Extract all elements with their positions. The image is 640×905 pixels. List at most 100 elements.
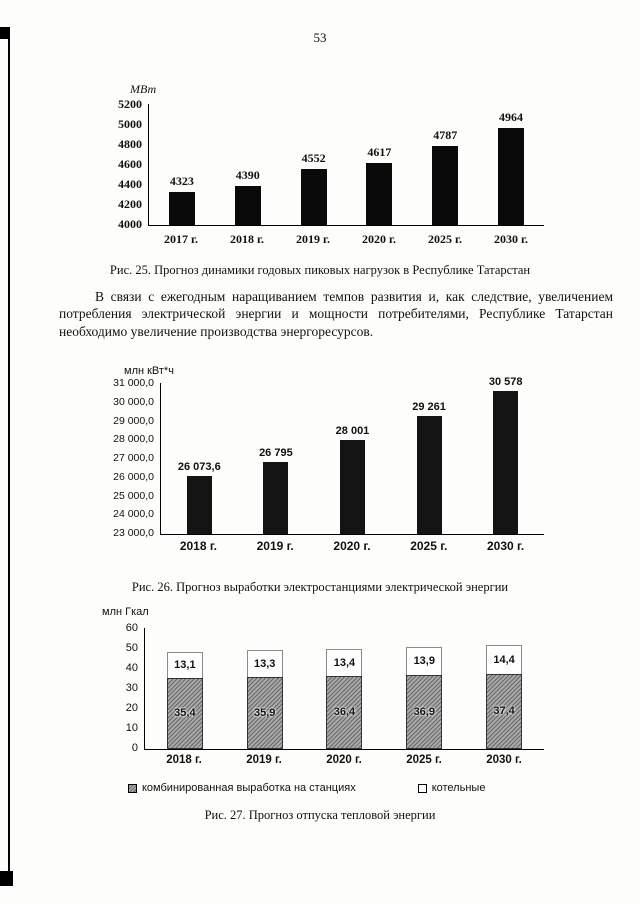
chart3-x-axis: 2018 г. 2019 г. 2020 г. 2025 г. 2030 г. [144,754,544,766]
bar-segment-series1: 36,4 [326,675,363,749]
chart2-caption: Рис. 26. Прогноз выработки электростанци… [131,580,509,594]
bar-slot: 13,4 36,4 [305,628,385,749]
bar-value-label: 28 001 [335,424,370,437]
chart3-legend: комбинированная выработка на станциях ко… [128,782,485,794]
bar-slot: 4964 [478,104,544,225]
y-axis-tick-label: 28 000,0 [113,433,154,446]
chart-electricity-output: млн кВт*ч 31 000,0 30 000,0 29 000,0 28 000… [110,365,544,565]
bar-slot: 4552 [281,104,347,225]
x-axis-category-label: 2025 г. [410,539,448,553]
bar-slot: 29 261 [391,383,468,534]
x-axis-category-label: 2030 г. [487,539,525,553]
chart3-bars: 13,1 35,4 13,3 35,9 13,4 36,4 13,9 36,9 14,4 37,4 [144,628,544,750]
legend-item-boilers: котельные [417,782,485,794]
x-axis-category-label: 2025 г. [406,754,442,766]
chart2-bars: 26 073,6 26 795 28 001 29 261 30 578 [160,376,544,535]
bar-slot: 4617 [346,104,412,225]
y-axis-tick-label: 31 000,0 [113,377,154,389]
y-axis-tick-label: 4200 [118,197,142,211]
chart2-y-axis-unit-label: млн кВт*ч [124,365,174,377]
bar-slot: 13,9 36,9 [384,628,464,749]
bar: 4787 [432,128,459,225]
x-axis-category-label: 2018 г. [179,539,217,553]
bar-slot: 4390 [215,104,281,225]
bar-segment-series1: 35,4 [166,677,203,749]
y-axis-tick-label: 5000 [118,117,142,131]
legend-hatched-swatch-icon [128,783,137,793]
chart1-x-axis: 2017 г. 2018 г. 2019 г. 2020 г. 2025 г. 2030 … [148,232,544,247]
bar-segment-series1: 36,9 [406,674,443,749]
y-axis-tick-label: 40 [125,662,138,674]
bar-value-label: 26 073,6 [177,460,221,473]
bar-segment-series2: 14,4 [486,644,523,674]
legend-label-chp: комбинированная выработка на станциях [142,782,356,794]
stacked-bar: 13,9 36,9 [406,646,443,749]
bar-value-label: 30 578 [488,376,523,389]
bar-segment-value-label: 13,4 [333,656,356,669]
bar-value-label: 4617 [367,144,392,159]
y-axis-tick-label: 20 [125,702,138,714]
bar-slot: 4787 [412,104,478,225]
bar-slot: 26 073,6 [161,383,238,534]
bar-slot: 13,1 35,4 [145,628,225,749]
chart3-plot-area: 60 50 40 30 20 10 0 13,1 35,4 13,3 35,9 13,4 36,4 13… [100,622,544,754]
x-axis-category-label: 2018 г. [229,232,265,246]
bar: 4390 [234,168,261,225]
stacked-bar: 13,1 35,4 [166,651,203,749]
bar-value-label: 4390 [235,167,260,182]
bar-segment-value-label: 36,9 [413,705,435,718]
bar-segment-value-label: 35,4 [174,707,196,720]
bar-segment-series2: 13,9 [406,646,443,675]
stacked-bar: 13,3 35,9 [246,650,283,749]
stacked-bar: 14,4 37,4 [486,644,523,749]
y-axis-tick-label: 5200 [118,97,142,111]
x-axis-category-label: 2020 г. [361,232,397,246]
x-axis-category-label: 2020 г. [326,754,362,766]
chart1-plot-area: 5200 5000 4800 4600 4400 4200 4000 4323 4390 455… [110,98,544,230]
chart2-plot-area: 31 000,0 30 000,0 29 000,0 28 000,0 27 000,0… [110,376,544,539]
chart1-bars: 4323 4390 4552 4617 4787 4964 [148,104,544,226]
x-axis-category-label: 2025 г. [427,232,463,246]
bar: 29 261 [412,401,446,534]
chart3-caption: Рис. 27. Прогноз отпуска тепловой энерги… [204,808,436,822]
chart2-y-axis: 31 000,0 30 000,0 29 000,0 28 000,0 27 000,0… [110,377,160,539]
y-axis-tick-label: 25 000,0 [113,489,154,502]
x-axis-category-label: 2019 г. [256,539,294,553]
bar-value-label: 26 795 [259,447,293,460]
chart-heat-supply: млн Гкал 60 50 40 30 20 10 0 13,1 35,4 13,3 35,9 1… [100,606,544,806]
chart1-caption: Рис. 25. Прогноз динамики годовых пиковы… [109,263,531,277]
scan-artifact-left-line [8,28,10,885]
y-axis-tick-label: 0 [131,742,138,754]
bar: 26 795 [259,447,293,534]
stacked-bar: 13,4 36,4 [326,648,363,749]
bar-segment-value-label: 13,3 [253,657,276,670]
bar-value-label: 29 261 [412,401,446,414]
bar-value-label: 4552 [301,151,326,166]
y-axis-tick-label: 27 000,0 [113,452,154,464]
bar-segment-value-label: 14,4 [493,653,515,666]
chart1-y-axis-unit-label: МВт [130,82,157,96]
bar-segment-series2: 13,1 [166,651,203,678]
x-axis-category-label: 2019 г. [295,232,331,246]
y-axis-tick-label: 26 000,0 [113,470,154,483]
y-axis-tick-label: 60 [125,622,138,634]
chart3-y-axis-unit-label: млн Гкал [102,606,149,618]
bar-segment-value-label: 13,9 [413,655,435,668]
bar: 26 073,6 [178,461,221,534]
legend-plain-swatch-icon [417,783,427,793]
bar-segment-series2: 13,3 [246,650,283,677]
x-axis-category-label: 2018 г. [166,754,202,766]
chart2-x-axis: 2018 г. 2019 г. 2020 г. 2025 г. 2030 г. [160,539,544,553]
page-number: 53 [313,30,327,45]
chart-peak-loads: МВт 5200 5000 4800 4600 4400 4200 4000 4323 439… [110,82,544,250]
y-axis-tick-label: 50 [125,642,138,654]
bar-value-label: 4323 [169,174,194,189]
y-axis-tick-label: 4800 [118,137,142,151]
bar-slot: 26 795 [238,383,315,534]
bar-segment-series1: 37,4 [486,673,523,749]
bar-slot: 30 578 [467,376,544,534]
bar-value-label: 4964 [499,110,524,125]
body-paragraph: В связи с ежегодным наращиванием темпов … [59,289,613,339]
y-axis-tick-label: 4000 [118,217,142,231]
